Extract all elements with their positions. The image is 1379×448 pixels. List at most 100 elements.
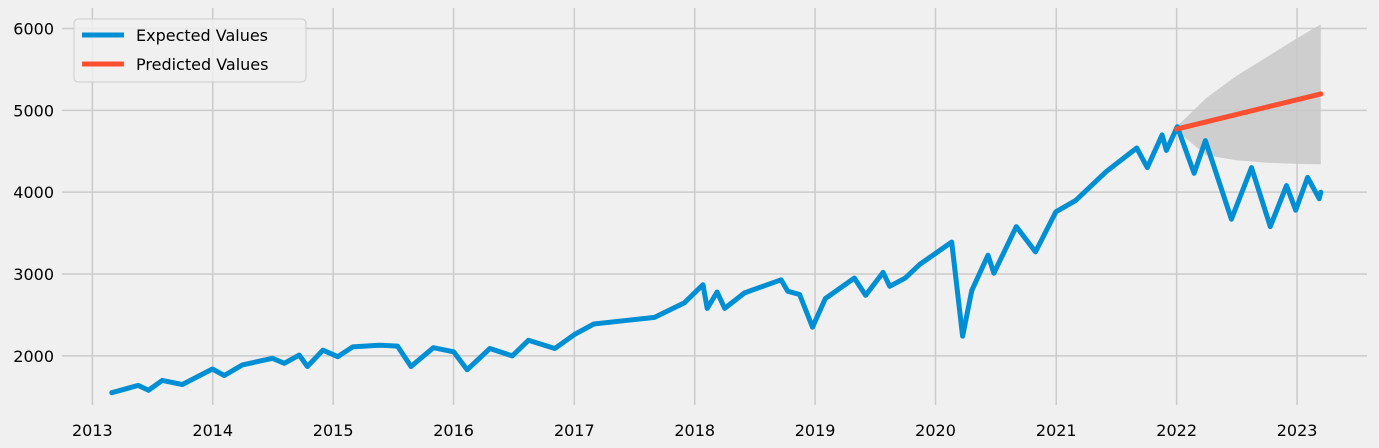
data-point-expected-values: [350, 344, 355, 349]
series-layer: [109, 91, 1324, 396]
data-point-expected-values: [1014, 224, 1019, 229]
x-tick-label: 2016: [433, 421, 474, 440]
x-tick-label: 2023: [1277, 421, 1318, 440]
legend: Expected Values Predicted Values: [73, 18, 307, 83]
data-point-expected-values: [395, 344, 400, 349]
y-tick-label: 3000: [13, 265, 54, 284]
data-point-expected-values: [270, 356, 275, 361]
legend-label-expected: Expected Values: [136, 26, 268, 45]
data-point-expected-values: [1317, 196, 1322, 201]
data-point-expected-values: [109, 390, 114, 395]
data-point-expected-values: [1104, 169, 1109, 174]
data-point-expected-values: [863, 293, 868, 298]
confidence-interval: [1176, 24, 1321, 165]
data-point-expected-values: [146, 388, 151, 393]
data-point-expected-values: [887, 284, 892, 289]
x-tick-label: 2022: [1156, 421, 1197, 440]
data-point-expected-values: [180, 382, 185, 387]
x-tick-label: 2018: [674, 421, 715, 440]
data-point-expected-values: [1160, 132, 1165, 137]
data-point-expected-values: [810, 325, 815, 330]
data-point-expected-values: [297, 353, 302, 358]
data-point-expected-values: [305, 364, 310, 369]
data-point-expected-values: [451, 349, 456, 354]
data-point-expected-values: [160, 378, 165, 383]
data-point-expected-values: [903, 276, 908, 281]
data-point-expected-values: [510, 353, 515, 358]
data-point-expected-values: [1073, 198, 1078, 203]
y-axis-ticks: 2000 3000 4000 5000 6000: [13, 19, 54, 365]
data-point-expected-values: [1033, 249, 1038, 254]
data-point-expected-values: [652, 315, 657, 320]
confidence-band: [1176, 24, 1321, 165]
data-point-expected-values: [465, 367, 470, 372]
data-point-expected-values: [779, 277, 784, 282]
data-point-expected-values: [335, 354, 340, 359]
legend-frame: [73, 18, 307, 83]
x-tick-label: 2021: [1036, 421, 1077, 440]
data-point-expected-values: [1293, 208, 1298, 213]
data-point-expected-values: [881, 270, 886, 275]
data-point-expected-values: [797, 292, 802, 297]
data-point-expected-values: [960, 334, 965, 339]
data-point-expected-values: [1164, 148, 1169, 153]
data-point-expected-values: [1203, 138, 1208, 143]
data-point-expected-values: [700, 282, 705, 287]
y-tick-label: 6000: [13, 19, 54, 38]
data-point-expected-values: [722, 306, 727, 311]
data-point-expected-values: [552, 346, 557, 351]
data-point-expected-values: [591, 321, 596, 326]
series-line-predicted-values: [1174, 91, 1324, 132]
x-tick-label: 2020: [915, 421, 956, 440]
grid: [62, 8, 1367, 405]
data-point-expected-values: [431, 345, 436, 350]
data-point-expected-values: [487, 346, 492, 351]
data-point-expected-values: [222, 373, 227, 378]
data-point-expected-values: [985, 253, 990, 258]
x-tick-label: 2015: [313, 421, 354, 440]
y-tick-label: 4000: [13, 183, 54, 202]
data-point-expected-values: [682, 300, 687, 305]
data-point-expected-values: [622, 318, 627, 323]
data-point-expected-values: [377, 343, 382, 348]
y-tick-label: 2000: [13, 347, 54, 366]
data-point-expected-values: [852, 276, 857, 281]
x-tick-label: 2019: [795, 421, 836, 440]
data-point-expected-values: [949, 240, 954, 245]
data-point-expected-values: [1053, 209, 1058, 214]
data-point-expected-values: [785, 289, 790, 294]
data-point-expected-values: [1145, 165, 1150, 170]
data-point-expected-values: [210, 366, 215, 371]
data-point-expected-values: [991, 271, 996, 276]
data-point-expected-values: [823, 296, 828, 301]
data-point-expected-values: [136, 383, 141, 388]
data-point-expected-values: [705, 306, 710, 311]
data-point-expected-values: [1305, 175, 1310, 180]
data-point-expected-values: [572, 332, 577, 337]
x-tick-label: 2017: [554, 421, 595, 440]
legend-label-predicted: Predicted Values: [136, 55, 268, 74]
data-point-expected-values: [1134, 145, 1139, 150]
data-point-predicted-values: [1318, 91, 1323, 96]
data-point-expected-values: [240, 362, 245, 367]
data-point-expected-values: [918, 262, 923, 267]
data-point-expected-values: [1318, 190, 1323, 195]
data-point-expected-values: [526, 338, 531, 343]
data-point-expected-values: [715, 290, 720, 295]
data-point-expected-values: [320, 348, 325, 353]
y-tick-label: 5000: [13, 101, 54, 120]
data-point-expected-values: [1268, 224, 1273, 229]
data-point-expected-values: [409, 364, 414, 369]
data-point-expected-values: [969, 288, 974, 293]
data-point-expected-values: [1249, 165, 1254, 170]
data-point-expected-values: [1284, 183, 1289, 188]
x-tick-label: 2013: [72, 421, 113, 440]
data-point-expected-values: [282, 361, 287, 366]
x-tick-label: 2014: [192, 421, 233, 440]
data-point-expected-values: [1229, 217, 1234, 222]
data-point-expected-values: [1192, 171, 1197, 176]
x-axis-ticks: 2013 2014 2015 2016 2017 2018 2019 2020 2021 2022…: [72, 421, 1317, 440]
data-point-predicted-values: [1174, 127, 1179, 132]
data-point-expected-values: [742, 290, 747, 295]
